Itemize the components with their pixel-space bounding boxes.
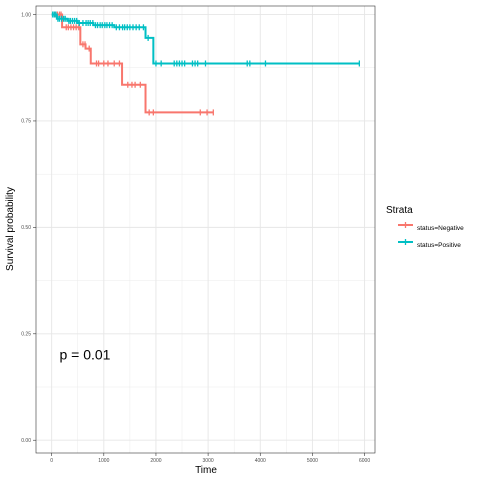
legend-label-positive: status=Positive [417,242,461,249]
x-tick-label: 6000 [359,458,370,464]
x-tick-label: 5000 [307,458,318,464]
y-tick-label: 1.00 [21,12,31,18]
x-tick-label: 2000 [150,458,161,464]
legend-label-negative: status=Negative [417,225,464,232]
y-axis-title: Survival probability [5,187,16,271]
x-tick-label: 0 [50,458,53,464]
x-axis-ticks: 0 1000 2000 3000 4000 5000 6000 [50,453,370,464]
y-tick-label: 0.75 [21,119,31,125]
legend: Strata status=Negative status=Positive [386,205,464,249]
x-axis-title: Time [195,465,217,476]
x-tick-label: 3000 [203,458,214,464]
x-tick-label: 1000 [98,458,109,464]
y-tick-label: 0.25 [21,332,31,338]
y-tick-label: 0.50 [21,225,31,231]
legend-keys [398,222,413,245]
x-tick-label: 4000 [255,458,266,464]
y-axis-ticks: 0.00 0.25 0.50 0.75 1.00 [21,12,36,444]
plot-panel [36,6,375,453]
legend-title: Strata [386,205,413,216]
p-value-annotation: p = 0.01 [59,346,110,362]
y-tick-label: 0.00 [21,438,31,444]
